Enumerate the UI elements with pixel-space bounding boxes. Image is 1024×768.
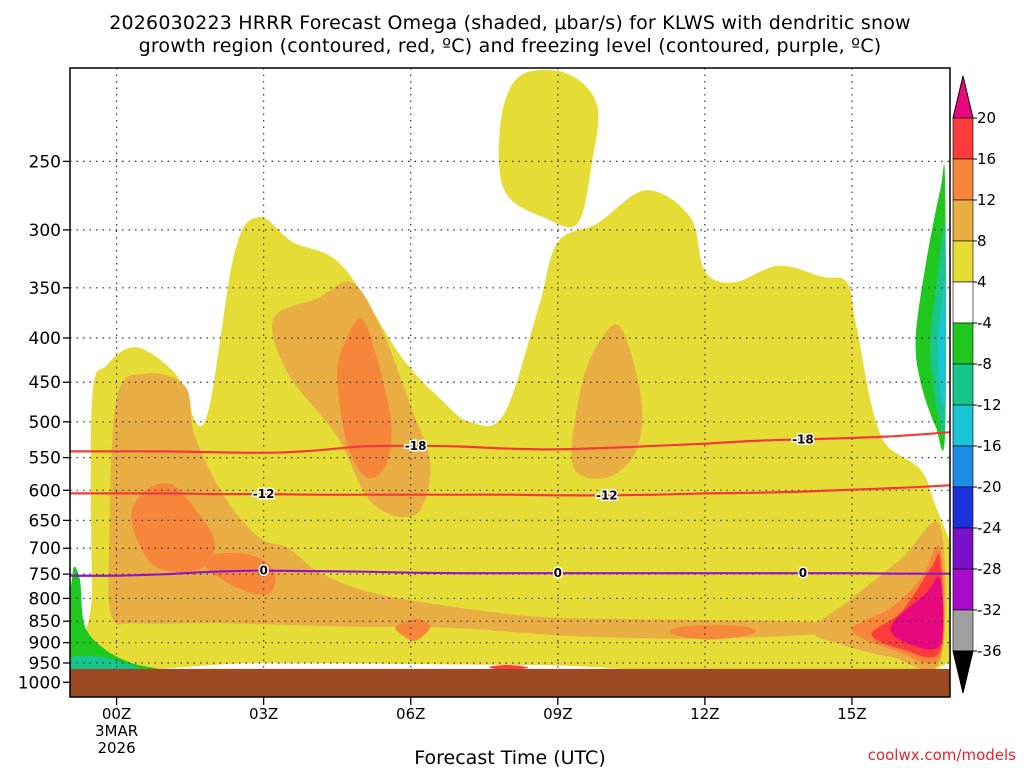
y-tick-label: 300 — [29, 221, 61, 241]
x-tick-label: 15Z — [837, 705, 866, 723]
omega-region — [108, 373, 872, 639]
omega-region — [70, 566, 163, 679]
y-tick-label: 950 — [29, 654, 61, 674]
dendritic-contour — [70, 484, 950, 497]
colorbar-bin — [952, 404, 974, 447]
y-tick-label: 400 — [29, 329, 61, 349]
y-tick-label: 500 — [29, 413, 61, 433]
y-tick-label: 900 — [29, 634, 61, 654]
omega-shading — [70, 69, 950, 680]
colorbar-bottom-triangle — [952, 650, 974, 694]
y-tick-label: 650 — [29, 511, 61, 531]
watermark: coolwx.com/models — [868, 746, 1016, 764]
omega-region — [937, 278, 946, 407]
x-tick-label: 12Z — [690, 705, 719, 723]
y-tick-label: 700 — [29, 539, 61, 559]
dendritic-contour-label: -12 — [253, 487, 275, 501]
colorbar-bin — [952, 609, 974, 652]
x-tick-label: 00Z — [102, 705, 131, 723]
freezing-level-contour-label: 0 — [259, 564, 267, 578]
omega-region — [199, 552, 276, 595]
colorbar-tick-label: 8 — [977, 232, 987, 250]
colorbar-bin — [952, 281, 974, 324]
freezing-level-contour — [70, 569, 950, 577]
colorbar: 20 16 12 8 4 -4 -8 -12 -16 -20 -24 -28 -32 -36 — [952, 75, 1002, 694]
omega-region — [489, 664, 529, 671]
freezing-level-contour-label: 0 — [554, 566, 562, 580]
temperature-contours: -18 -18 -12 -12 0 0 0 — [70, 431, 950, 582]
x-tick-label: 03Z — [249, 705, 278, 723]
x-axis-date-year: 2026 — [97, 739, 135, 757]
colorbar-tick-label: -8 — [977, 355, 992, 373]
colorbar-top-triangle — [952, 75, 974, 119]
y-tick-label: 750 — [29, 565, 61, 585]
ground-surface — [70, 668, 950, 697]
x-tick-label: 09Z — [543, 705, 572, 723]
y-tick-label: 550 — [29, 449, 61, 469]
colorbar-tick-label: -36 — [977, 642, 1002, 660]
colorbar-tick-label: -28 — [977, 560, 1002, 578]
y-tick-label: 600 — [29, 481, 61, 501]
omega-region — [498, 69, 599, 228]
dendritic-contour — [70, 431, 950, 454]
y-tick-label: 850 — [29, 612, 61, 632]
x-tick-label: 06Z — [396, 705, 425, 723]
omega-region — [395, 619, 431, 641]
colorbar-bin — [952, 363, 974, 406]
omega-region — [337, 318, 392, 479]
chart-title-line-2: growth region (contoured, red, ºC) and f… — [139, 35, 882, 57]
y-tick-label: 1000 — [18, 673, 61, 693]
y-tick-label: 450 — [29, 373, 61, 393]
chart-title: 2026030223 HRRR Forecast Omega (shaded, … — [109, 12, 911, 57]
colorbar-tick-label: 4 — [977, 273, 987, 291]
dendritic-contour-label: -12 — [596, 488, 618, 502]
colorbar-tick-label: 20 — [977, 109, 996, 127]
colorbar-bin — [952, 240, 974, 283]
colorbar-bin — [952, 199, 974, 242]
y-tick-label: 250 — [29, 152, 61, 172]
omega-region — [131, 482, 215, 573]
colorbar-bin — [952, 527, 974, 570]
omega-region — [571, 324, 643, 479]
colorbar-bin — [952, 117, 974, 160]
colorbar-bin — [952, 568, 974, 611]
omega-region — [70, 655, 146, 672]
x-axis-label: Forecast Time (UTC) — [414, 747, 605, 768]
plot-gridlines — [70, 68, 950, 697]
freezing-level-contour-label: 0 — [799, 566, 807, 580]
colorbar-tick-label: -20 — [977, 478, 1002, 496]
colorbar-bin — [952, 486, 974, 529]
dendritic-contour-label: -18 — [792, 432, 814, 446]
colorbar-tick-label: -24 — [977, 519, 1002, 537]
dendritic-contour-label: -18 — [405, 439, 427, 453]
colorbar-bin — [952, 445, 974, 488]
chart-title-line-1: 2026030223 HRRR Forecast Omega (shaded, … — [109, 12, 911, 34]
time-axis: 00Z 03Z 06Z 09Z 12Z 15Z — [102, 697, 867, 723]
y-tick-label: 800 — [29, 589, 61, 609]
omega-region — [890, 576, 944, 650]
pressure-axis: 2503003504004505005506006507007508008509… — [18, 152, 70, 693]
colorbar-tick-label: -12 — [977, 396, 1002, 414]
colorbar-bin — [952, 158, 974, 201]
omega-region — [669, 625, 756, 640]
colorbar-bin — [952, 322, 974, 365]
colorbar-tick-label: 12 — [977, 191, 996, 209]
y-tick-label: 350 — [29, 279, 61, 299]
colorbar-tick-label: -32 — [977, 601, 1002, 619]
colorbar-tick-label: 16 — [977, 150, 996, 168]
colorbar-tick-label: -16 — [977, 437, 1002, 455]
x-axis-date-month: 3MAR — [95, 722, 138, 740]
colorbar-tick-label: -4 — [977, 314, 992, 332]
